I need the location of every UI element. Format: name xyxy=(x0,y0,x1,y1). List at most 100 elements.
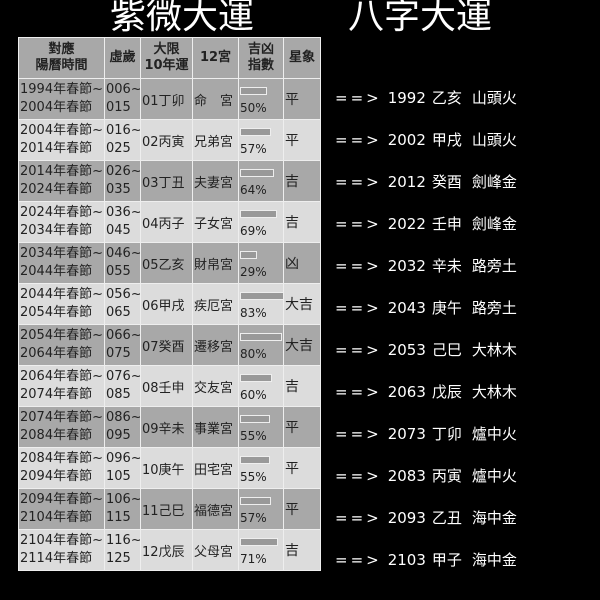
score-cell: 80% xyxy=(238,324,284,366)
period-end: 2074年春節 xyxy=(20,387,93,402)
score-bar xyxy=(240,415,270,423)
age-cell: 056~ 065 xyxy=(104,283,141,325)
bazi-year: 2053 xyxy=(387,341,426,359)
period-end: 2054年春節 xyxy=(20,305,93,320)
table-row: 2074年春節~ 2084年春節 086~ 095 09辛未 事業宮 55% 平 xyxy=(18,406,321,448)
age-end: 105 xyxy=(106,469,131,484)
period-end: 2084年春節 xyxy=(20,428,93,443)
period-start: 2014年春節~ xyxy=(20,164,103,179)
age-start: 056~ xyxy=(106,287,141,302)
age-cell: 046~ 055 xyxy=(104,242,141,284)
arrow: ==> xyxy=(335,341,382,359)
age-cell: 026~ 035 xyxy=(104,160,141,202)
age-start: 076~ xyxy=(106,369,141,384)
period-start: 2084年春節~ xyxy=(20,451,103,466)
period-end: 2014年春節 xyxy=(20,141,93,156)
bazi-element: 山頭火 xyxy=(471,131,517,149)
header-label: 對應 xyxy=(48,42,75,57)
column-header: 對應 陽曆時間 xyxy=(18,37,105,79)
bazi-ganzhi: 戊辰 xyxy=(431,383,462,401)
age-start: 106~ xyxy=(106,492,141,507)
score-label: 55% xyxy=(240,429,267,443)
score-cell: 64% xyxy=(238,160,284,202)
period-start: 2074年春節~ xyxy=(20,410,103,425)
period-end: 2044年春節 xyxy=(20,264,93,279)
period-end: 2114年春節 xyxy=(20,551,93,566)
daxian-cell: 09辛未 xyxy=(140,406,193,448)
age-cell: 086~ 095 xyxy=(104,406,141,448)
bazi-element: 山頭火 xyxy=(471,89,517,107)
score-label: 29% xyxy=(240,265,267,279)
ziwei-title: 紫微大運 xyxy=(110,0,255,37)
period-start: 2034年春節~ xyxy=(20,246,103,261)
bazi-row: ==> 2093 乙丑 海中金 xyxy=(335,497,523,539)
daxian-cell: 07癸酉 xyxy=(140,324,193,366)
header-label: 指數 xyxy=(247,58,274,73)
column-header: 12宮 xyxy=(192,37,239,79)
period-cell: 1994年春節~ 2004年春節 xyxy=(18,78,105,120)
bazi-ganzhi: 庚午 xyxy=(431,299,462,317)
table-row: 2054年春節~ 2064年春節 066~ 075 07癸酉 遷移宮 80% 大吉 xyxy=(18,324,321,366)
score-label: 69% xyxy=(240,224,267,238)
period-cell: 2094年春節~ 2104年春節 xyxy=(18,488,105,530)
bazi-ganzhi: 壬申 xyxy=(431,215,462,233)
bazi-element: 劍峰金 xyxy=(471,173,517,191)
bazi-year: 2043 xyxy=(387,299,426,317)
bazi-year: 2063 xyxy=(387,383,426,401)
table-row: 2104年春節~ 2114年春節 116~ 125 12戊辰 父母宮 71% 吉 xyxy=(18,529,321,571)
score-cell: 55% xyxy=(238,447,284,489)
header-label: 大限 xyxy=(153,42,180,57)
palace-cell: 福德宮 xyxy=(192,488,239,530)
period-cell: 2084年春節~ 2094年春節 xyxy=(18,447,105,489)
score-label: 83% xyxy=(240,306,267,320)
star-cell: 吉 xyxy=(283,365,321,407)
period-cell: 2064年春節~ 2074年春節 xyxy=(18,365,105,407)
daxian-cell: 01丁卯 xyxy=(140,78,193,120)
bazi-element: 海中金 xyxy=(471,509,517,527)
period-end: 2024年春節 xyxy=(20,182,93,197)
column-header: 星象 xyxy=(283,37,321,79)
header-label: 12宮 xyxy=(199,50,232,65)
period-end: 2104年春節 xyxy=(20,510,93,525)
age-end: 075 xyxy=(106,346,131,361)
age-end: 015 xyxy=(106,100,131,115)
arrow: ==> xyxy=(335,131,382,149)
bazi-ganzhi: 甲戌 xyxy=(431,131,462,149)
palace-cell: 疾厄宮 xyxy=(192,283,239,325)
age-cell: 016~ 025 xyxy=(104,119,141,161)
table-row: 2034年春節~ 2044年春節 046~ 055 05乙亥 財帛宮 29% 凶 xyxy=(18,242,321,284)
arrow: ==> xyxy=(335,551,382,569)
period-cell: 2044年春節~ 2054年春節 xyxy=(18,283,105,325)
daxian-cell: 12戊辰 xyxy=(140,529,193,571)
bazi-element: 海中金 xyxy=(471,551,517,569)
age-start: 046~ xyxy=(106,246,141,261)
palace-cell: 遷移宮 xyxy=(192,324,239,366)
bazi-ganzhi: 丙寅 xyxy=(431,467,462,485)
period-start: 2104年春節~ xyxy=(20,533,103,548)
score-cell: 83% xyxy=(238,283,284,325)
score-label: 57% xyxy=(240,511,267,525)
age-cell: 116~ 125 xyxy=(104,529,141,571)
period-cell: 2024年春節~ 2034年春節 xyxy=(18,201,105,243)
score-cell: 60% xyxy=(238,365,284,407)
bazi-row: ==> 2073 丁卯 爐中火 xyxy=(335,413,523,455)
score-bar xyxy=(240,169,274,177)
score-bar xyxy=(240,497,271,505)
bazi-ganzhi: 乙丑 xyxy=(431,509,462,527)
bazi-element: 劍峰金 xyxy=(471,215,517,233)
score-bar xyxy=(240,128,271,136)
arrow: ==> xyxy=(335,299,382,317)
age-end: 095 xyxy=(106,428,131,443)
header-label: 陽曆時間 xyxy=(35,58,88,73)
age-cell: 066~ 075 xyxy=(104,324,141,366)
age-start: 066~ xyxy=(106,328,141,343)
bazi-row: ==> 2063 戊辰 大林木 xyxy=(335,371,523,413)
age-cell: 096~ 105 xyxy=(104,447,141,489)
score-bar xyxy=(240,333,282,341)
bazi-row: ==> 2002 甲戌 山頭火 xyxy=(335,119,523,161)
bazi-element: 路旁土 xyxy=(471,257,517,275)
period-start: 2064年春節~ xyxy=(20,369,103,384)
age-start: 026~ xyxy=(106,164,141,179)
score-bar xyxy=(240,87,267,95)
arrow: ==> xyxy=(335,467,382,485)
